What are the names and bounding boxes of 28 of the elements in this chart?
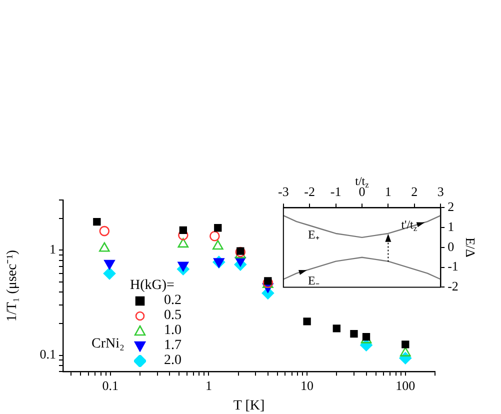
legend-label: 0.2 xyxy=(164,293,182,310)
x-tick-label: 2 xyxy=(411,184,418,200)
series-label: E₋ xyxy=(308,273,320,288)
series-label: E₊ xyxy=(308,228,320,242)
y-axis-title: 1/T₁ (μsec⁻¹) xyxy=(5,250,20,322)
legend-label: 1.0 xyxy=(164,323,182,340)
x-tick-label: 0.1 xyxy=(102,378,118,393)
legend-label: 1.7 xyxy=(164,338,182,354)
y-tick-label: -1 xyxy=(448,258,458,274)
y-tick-label: 1 xyxy=(448,218,454,234)
x-axis-title: T [K] xyxy=(233,398,265,414)
x-tick-label: 0 xyxy=(358,184,366,200)
x-tick-label: 1 xyxy=(205,378,212,393)
x-tick-label: -2 xyxy=(304,184,316,200)
x-tick-label: 10 xyxy=(300,378,314,393)
x-tick-label: -1 xyxy=(330,184,342,200)
y-axis-title: E/Δ xyxy=(462,237,478,258)
annotation: CrNi₂ xyxy=(92,336,125,352)
legend-label: 2.0 xyxy=(164,353,182,370)
legend-label: 0.5 xyxy=(164,308,182,324)
y-tick-label: 2 xyxy=(448,199,454,214)
y-tick-label: -2 xyxy=(448,278,458,294)
x-tick-label: 1 xyxy=(384,184,392,200)
x-tick-label: 100 xyxy=(396,378,416,393)
x-tick-label: 3 xyxy=(437,184,444,200)
legend-title: H(kG)= xyxy=(130,278,176,294)
y-tick-label: 0 xyxy=(448,238,454,254)
x-tick-label: -3 xyxy=(278,184,289,200)
